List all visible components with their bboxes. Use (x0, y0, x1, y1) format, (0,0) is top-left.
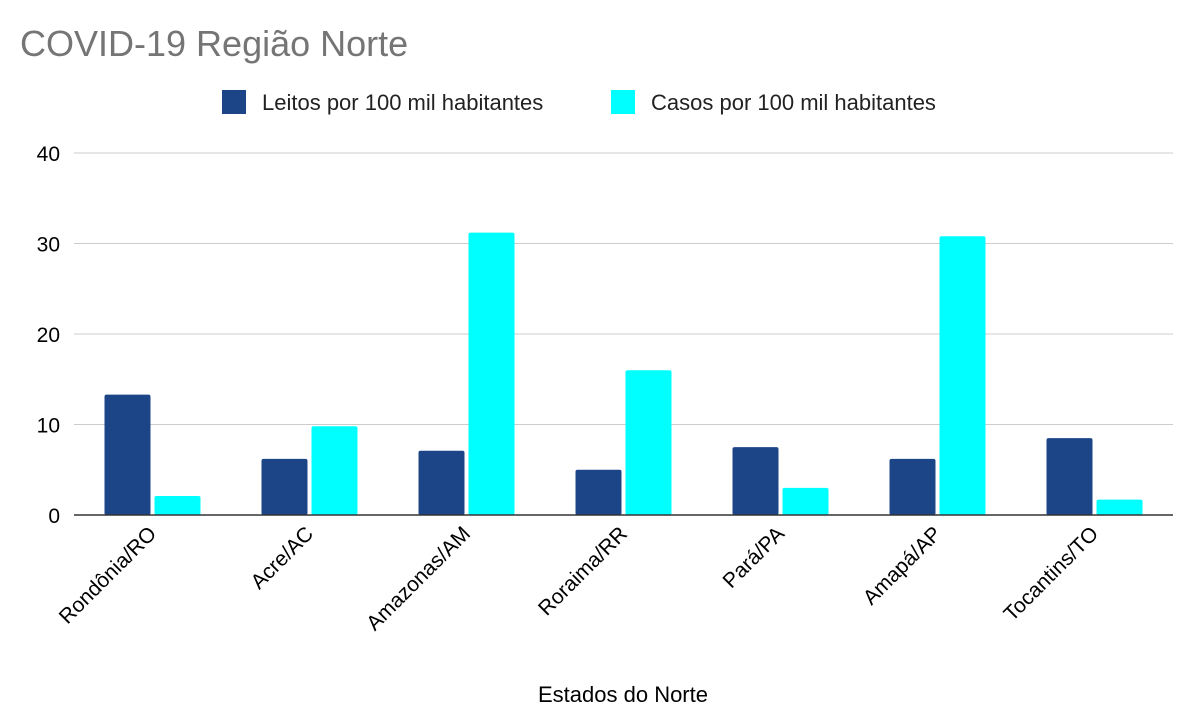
bar-leitos-4 (732, 447, 779, 515)
x-category-label: Rondônia/RO (55, 522, 161, 628)
bar-casos-6 (1096, 499, 1143, 515)
bars (104, 232, 1143, 515)
y-axis-ticks: 0 10 20 30 40 (37, 143, 60, 528)
y-tick-label: 0 (48, 505, 60, 528)
bar-leitos-1 (261, 458, 308, 515)
legend-label-leitos: Leitos por 100 mil habitantes (262, 90, 543, 115)
bar-casos-1 (311, 426, 358, 515)
x-category-label: Acre/AC (246, 522, 318, 594)
x-category-label: Amazonas/AM (362, 522, 475, 635)
bar-casos-0 (154, 495, 201, 515)
legend-swatch-leitos (222, 90, 246, 114)
chart-title: COVID-19 Região Norte (20, 23, 408, 64)
y-tick-label: 20 (37, 324, 60, 347)
bar-casos-5 (939, 236, 986, 515)
y-tick-label: 30 (37, 234, 60, 257)
bar-casos-3 (625, 370, 672, 515)
x-axis-title: Estados do Norte (538, 682, 708, 707)
x-category-label: Pará/PA (719, 522, 789, 592)
y-tick-label: 10 (37, 415, 60, 438)
legend-label-casos: Casos por 100 mil habitantes (651, 90, 936, 115)
x-category-label: Amapá/AP (859, 522, 946, 609)
bar-leitos-5 (889, 458, 936, 515)
bar-casos-4 (782, 487, 829, 515)
x-category-label: Roraima/RR (534, 522, 632, 620)
y-tick-label: 40 (37, 143, 60, 166)
bar-leitos-0 (104, 394, 151, 515)
legend: Leitos por 100 mil habitantes Casos por … (222, 90, 936, 115)
x-axis-categories: Rondônia/RO Acre/AC Amazonas/AM Roraima/RR P… (55, 522, 1103, 635)
legend-swatch-casos (611, 90, 635, 114)
gridlines (74, 152, 1173, 425)
bar-leitos-3 (575, 469, 622, 515)
bar-leitos-2 (418, 450, 465, 515)
x-category-label: Tocantins/TO (1000, 522, 1103, 625)
bar-casos-2 (468, 232, 515, 515)
bar-leitos-6 (1046, 438, 1093, 515)
